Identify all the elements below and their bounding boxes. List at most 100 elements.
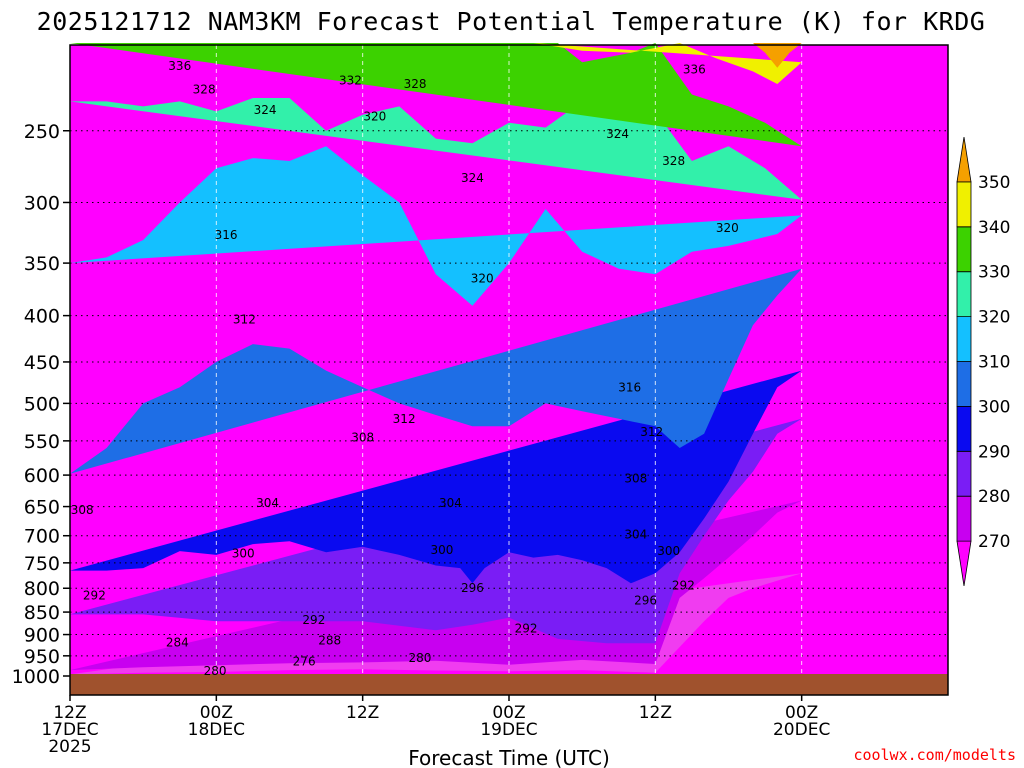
x-tick-label: 12Z [639, 703, 672, 723]
y-tick-label: 400 [24, 306, 60, 328]
contour-label: 336 [168, 59, 191, 73]
colorbar-label: 280 [978, 487, 1010, 507]
contour-label: 300 [657, 544, 680, 558]
contour-label: 316 [618, 380, 641, 394]
contour-label: 320 [716, 221, 739, 235]
contour-label: 304 [256, 496, 279, 510]
pressure-axis: 2503003504004505005506006507007508008509… [12, 121, 70, 688]
y-tick-label: 500 [24, 393, 60, 415]
colorbar-label: 320 [978, 308, 1010, 328]
colorbar-segment [956, 271, 972, 317]
colorbar: 270 280 290 300 310 320 330 340 350 [956, 136, 1010, 587]
x-tick-label: 20DEC [773, 720, 830, 740]
contour-label: 312 [393, 412, 416, 426]
contour-label: 292 [672, 578, 695, 592]
contour-label: 304 [439, 496, 462, 510]
contour-label: 288 [318, 634, 341, 648]
band-320 [70, 146, 802, 306]
colorbar-label: 350 [978, 173, 1010, 193]
y-tick-label: 550 [24, 431, 60, 453]
colorbar-label: 330 [978, 263, 1010, 283]
contour-label: 328 [404, 77, 427, 91]
contour-label: 336 [683, 63, 706, 77]
colorbar-segment [956, 450, 972, 497]
contour-label: 292 [515, 621, 538, 635]
contour-label: 328 [662, 154, 685, 168]
colorbar-segment [956, 361, 972, 407]
contour-label: 308 [624, 471, 647, 485]
credit-text: coolwx.com/modelts [853, 746, 1016, 764]
band-330 [70, 98, 802, 200]
band-310 [70, 268, 802, 474]
colorbar-segment [956, 406, 972, 452]
colorbar-label: 290 [978, 442, 1010, 462]
contour-label: 312 [233, 313, 256, 327]
y-tick-label: 250 [24, 121, 60, 143]
x-tick-label: 17DEC [41, 720, 98, 740]
y-tick-label: 850 [24, 602, 60, 624]
y-tick-label: 350 [24, 253, 60, 275]
contour-label: 308 [351, 430, 374, 444]
x-tick-label: 12Z [53, 703, 86, 723]
contour-label: 328 [193, 82, 216, 96]
chart-title: 2025121712 NAM3KM Forecast Potential Tem… [37, 7, 986, 36]
contour-label: 296 [461, 581, 484, 595]
contour-label: 292 [302, 613, 325, 627]
contour-label: 320 [471, 272, 494, 286]
y-tick-label: 900 [24, 625, 60, 647]
colorbar-label: 270 [978, 532, 1010, 552]
grid [69, 45, 948, 695]
contour-label: 280 [204, 664, 227, 678]
contour-label: 280 [409, 651, 432, 665]
x-tick-label: 12Z [346, 703, 379, 723]
contour-label: 292 [83, 589, 106, 603]
y-tick-label: 600 [24, 465, 60, 487]
x-axis-label: Forecast Time (UTC) [408, 746, 610, 768]
colorbar-label: 300 [978, 397, 1010, 417]
contour-label: 324 [606, 127, 629, 141]
contour-label: 308 [71, 503, 94, 517]
y-tick-label: 300 [24, 192, 60, 214]
contour-label: 324 [461, 171, 484, 185]
colorbar-segment [956, 136, 972, 183]
colorbar-label: 310 [978, 353, 1010, 373]
contour-label: 276 [293, 655, 316, 669]
y-tick-label: 750 [24, 553, 60, 575]
x-tick-label: 00Z [492, 703, 525, 723]
contour-label: 296 [634, 593, 657, 607]
y-tick-label: 950 [24, 646, 60, 668]
y-tick-label: 800 [24, 578, 60, 600]
band-340 [70, 43, 802, 147]
contour-label: 320 [363, 109, 386, 123]
y-tick-label: 700 [24, 526, 60, 548]
filled-contour-bands [70, 43, 948, 695]
contour-label: 300 [430, 543, 453, 557]
contour-label: 312 [640, 425, 663, 439]
ground-surface [70, 674, 948, 695]
colorbar-segment [956, 181, 972, 228]
band-350 [533, 43, 802, 84]
colorbar-segment [956, 226, 972, 273]
contour-label: 304 [624, 528, 647, 542]
contour-label: 332 [339, 73, 362, 87]
y-tick-label: 450 [24, 352, 60, 374]
colorbar-segment [956, 316, 972, 362]
contour-label: 316 [215, 228, 238, 242]
contour-label: 324 [254, 103, 277, 117]
x-tick-label: 2025 [48, 737, 91, 757]
contour-label: 284 [166, 635, 189, 649]
x-tick-label: 19DEC [480, 720, 537, 740]
colorbar-segment [956, 495, 972, 542]
contour-label: 300 [232, 546, 255, 560]
band-355 [752, 43, 802, 68]
x-tick-label: 00Z [200, 703, 233, 723]
y-tick-label: 1000 [12, 666, 60, 688]
x-tick-label: 18DEC [188, 720, 245, 740]
y-tick-label: 650 [24, 497, 60, 519]
band-300 [70, 370, 802, 584]
colorbar-label: 340 [978, 218, 1010, 238]
